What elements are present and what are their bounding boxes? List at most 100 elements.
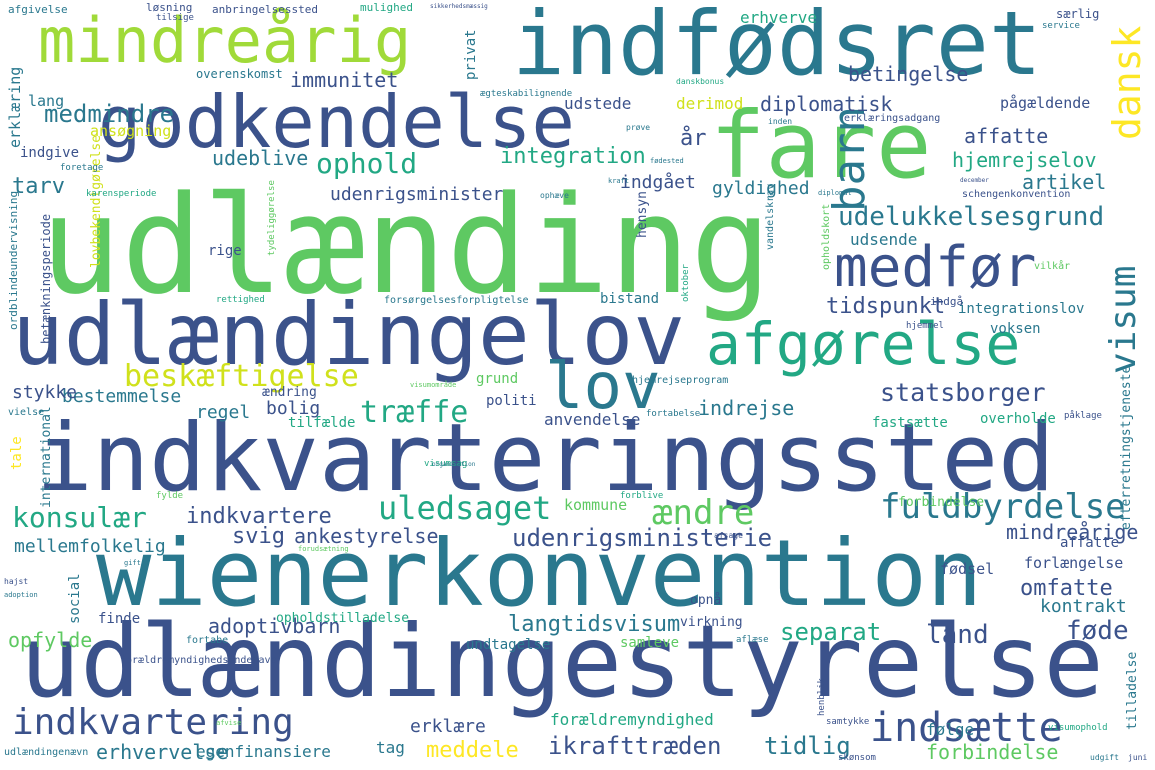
word: tilladelse: [1125, 651, 1140, 730]
word: betingelse: [848, 62, 969, 86]
word: fødested: [650, 157, 684, 165]
word: bistand: [600, 291, 660, 307]
word: tydeliggørelse: [267, 180, 277, 256]
word: hjemrejselov: [952, 148, 1097, 172]
word: udlændingelov: [12, 285, 686, 385]
word: affatte: [1060, 535, 1120, 551]
word: international: [39, 406, 54, 508]
word: ankestyrelse: [294, 524, 439, 548]
word: indsætte: [870, 705, 1063, 751]
word: ophold: [316, 147, 418, 180]
word: opholdstilladelse: [276, 611, 410, 626]
word: visum: [1103, 265, 1144, 374]
word: betænkningsperiode: [39, 213, 53, 344]
word: lovbekendtgørelse: [89, 134, 104, 268]
word: efterretningstjeneste: [1119, 365, 1134, 530]
word: separat: [780, 618, 882, 646]
word: vilkår: [1034, 261, 1071, 272]
word: beskæftigelse: [124, 359, 359, 394]
word: afsage: [714, 531, 743, 540]
word: udlændingestyrelse: [20, 603, 1104, 720]
word: svig: [232, 524, 285, 549]
word: fylde: [156, 491, 184, 501]
word: forbindelse: [898, 495, 985, 510]
word: derimod: [676, 94, 744, 113]
word: land: [926, 620, 989, 650]
word: december: [960, 177, 989, 184]
word: forudsætning: [298, 545, 349, 553]
word: fastsætte: [872, 415, 948, 431]
word: danskbonus: [676, 77, 725, 86]
word: udstede: [564, 94, 632, 113]
word: omfatte: [1020, 576, 1113, 601]
word: oktober: [681, 264, 691, 302]
word: erklære: [410, 716, 486, 737]
word: uledsaget: [378, 489, 552, 527]
word: forlængelse: [1024, 554, 1124, 572]
word: hajst: [4, 577, 29, 586]
word: gyldighed: [712, 178, 810, 199]
word: pågældende: [1000, 94, 1091, 112]
word: foretage: [60, 163, 104, 173]
word: voksen: [990, 321, 1041, 337]
word: fortabelse: [646, 409, 701, 419]
word: social: [67, 573, 83, 624]
word: indgive: [20, 145, 80, 161]
word: tale: [9, 436, 25, 470]
word: diplomat: [818, 189, 852, 197]
word: udeblive: [212, 146, 309, 170]
word: forbindelse: [926, 740, 1059, 764]
word: medmindre: [44, 100, 175, 128]
word: lov: [545, 350, 661, 424]
word: hjemmel: [906, 321, 944, 331]
word: år: [680, 126, 707, 151]
word: mulighed: [360, 1, 413, 14]
word: henblik: [817, 678, 827, 716]
word: regel: [196, 402, 251, 423]
word: organisation: [432, 461, 476, 468]
word: erklæring: [6, 66, 24, 148]
word: fortabe: [186, 635, 229, 646]
word: udelukkelsesgrund: [838, 202, 1105, 232]
word: tidspunkt: [826, 294, 946, 319]
word: immunitet: [290, 68, 399, 92]
word: wienerkonvention: [96, 520, 983, 627]
word: forældremyndighed: [550, 710, 714, 729]
word: visumsag: [424, 459, 468, 469]
word: indrejse: [698, 396, 795, 420]
word: anbringelsessted: [212, 3, 318, 16]
word: ikrafttræden: [548, 732, 722, 760]
word: artikel: [1022, 170, 1107, 194]
word: tarv: [12, 174, 65, 199]
word: prøve: [626, 123, 651, 132]
word: føde: [1066, 616, 1129, 646]
word: virkning: [680, 615, 743, 630]
word: træffe: [360, 395, 469, 430]
word: rettighed: [216, 295, 265, 305]
word: udenrigsminister: [330, 184, 504, 205]
word: adoption: [4, 591, 38, 599]
word: forblive: [620, 491, 664, 501]
word: lang: [28, 92, 65, 110]
word: bestemmelse: [62, 386, 182, 407]
word: udgift: [1090, 753, 1119, 762]
word: dansk: [1105, 25, 1149, 140]
word: fødsel: [940, 560, 995, 578]
word: ændre: [652, 493, 755, 533]
word: schengenkonvention: [962, 189, 1071, 200]
word: ophæve: [540, 191, 569, 200]
word: udsende: [850, 230, 918, 249]
word: integrationslov: [958, 301, 1085, 317]
word: integration: [500, 144, 646, 169]
word: inden: [768, 117, 793, 126]
word: diplomatisk: [760, 92, 893, 116]
word: ordblindeundervisning: [7, 190, 20, 330]
word: mindreårige: [1006, 520, 1139, 544]
word: erhverve: [740, 8, 818, 27]
word: grund: [476, 371, 519, 387]
word: finde: [98, 611, 141, 627]
word: samleve: [620, 635, 680, 651]
word: politi: [486, 393, 537, 409]
word: aflæse: [736, 635, 769, 645]
word: egenfinansiere: [196, 742, 331, 761]
